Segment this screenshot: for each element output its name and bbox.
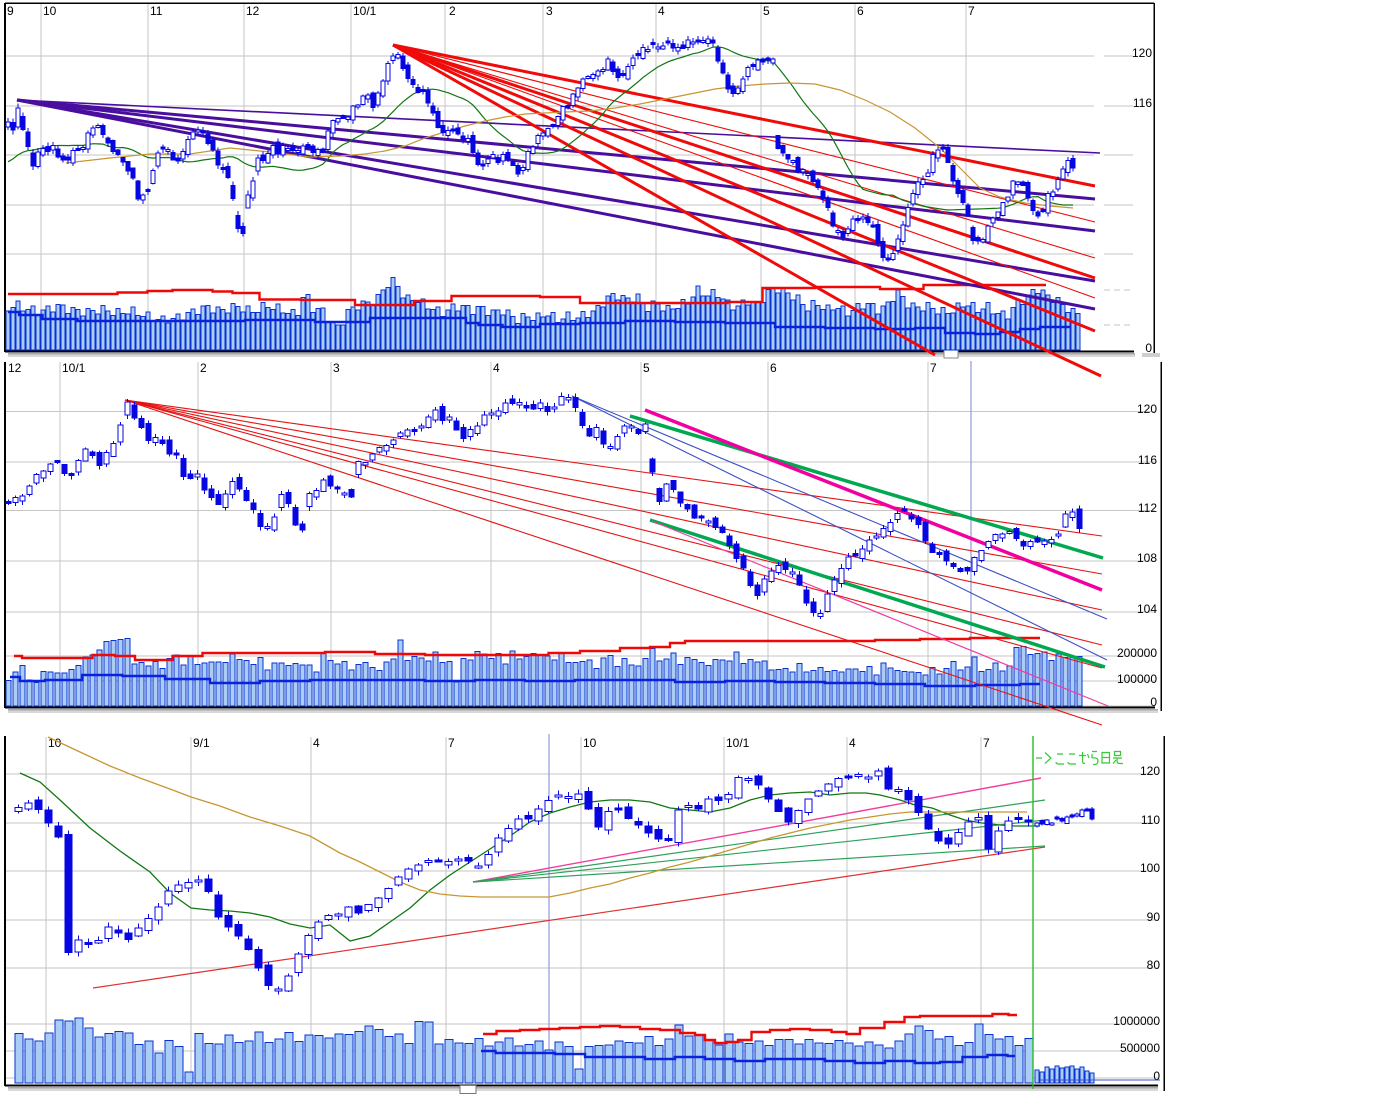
svg-text:7: 7 — [983, 736, 990, 750]
svg-text:7: 7 — [930, 361, 937, 375]
svg-text:0: 0 — [1145, 341, 1152, 355]
svg-text:0: 0 — [1153, 1069, 1160, 1083]
svg-text:4: 4 — [658, 4, 665, 18]
svg-text:104: 104 — [1137, 602, 1157, 616]
svg-text:2: 2 — [200, 361, 207, 375]
svg-text:11: 11 — [150, 4, 163, 18]
svg-text:4: 4 — [849, 736, 856, 750]
svg-text:120: 120 — [1132, 46, 1152, 60]
svg-text:10: 10 — [43, 4, 57, 18]
svg-text:9/1: 9/1 — [193, 736, 210, 750]
svg-text:6: 6 — [857, 4, 864, 18]
svg-text:108: 108 — [1137, 551, 1157, 565]
svg-text:500000: 500000 — [1120, 1041, 1160, 1055]
svg-text:200000: 200000 — [1117, 646, 1157, 660]
svg-text:12: 12 — [8, 361, 22, 375]
svg-text:100: 100 — [1140, 861, 1160, 875]
svg-text:90: 90 — [1147, 910, 1161, 924]
svg-text:5: 5 — [643, 361, 650, 375]
svg-text:5: 5 — [763, 4, 770, 18]
svg-text:2: 2 — [449, 4, 456, 18]
svg-text:10/1: 10/1 — [353, 4, 377, 18]
svg-text:7: 7 — [448, 736, 455, 750]
svg-text:6: 6 — [770, 361, 777, 375]
svg-text:9: 9 — [7, 4, 14, 18]
svg-text:10: 10 — [583, 736, 597, 750]
svg-text:1000000: 1000000 — [1113, 1014, 1160, 1028]
svg-text:4: 4 — [493, 361, 500, 375]
svg-text:3: 3 — [546, 4, 553, 18]
svg-text:3: 3 — [333, 361, 340, 375]
svg-text:4: 4 — [313, 736, 320, 750]
svg-text:116: 116 — [1133, 96, 1152, 110]
svg-text:10/1: 10/1 — [726, 736, 750, 750]
svg-text:7: 7 — [968, 4, 975, 18]
svg-text:120: 120 — [1137, 402, 1157, 416]
svg-text:116: 116 — [1138, 453, 1157, 467]
svg-text:120: 120 — [1140, 764, 1160, 778]
svg-text:10/1: 10/1 — [62, 361, 86, 375]
svg-text:10: 10 — [48, 736, 62, 750]
svg-text:100000: 100000 — [1117, 672, 1157, 686]
svg-text:0: 0 — [1150, 695, 1157, 709]
svg-text:110: 110 — [1141, 813, 1160, 827]
svg-text:12: 12 — [246, 4, 260, 18]
svg-text:80: 80 — [1147, 958, 1161, 972]
svg-text:112: 112 — [1138, 501, 1157, 515]
